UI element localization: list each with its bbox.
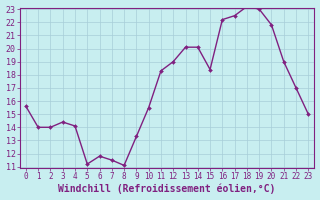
X-axis label: Windchill (Refroidissement éolien,°C): Windchill (Refroidissement éolien,°C) [58,184,276,194]
